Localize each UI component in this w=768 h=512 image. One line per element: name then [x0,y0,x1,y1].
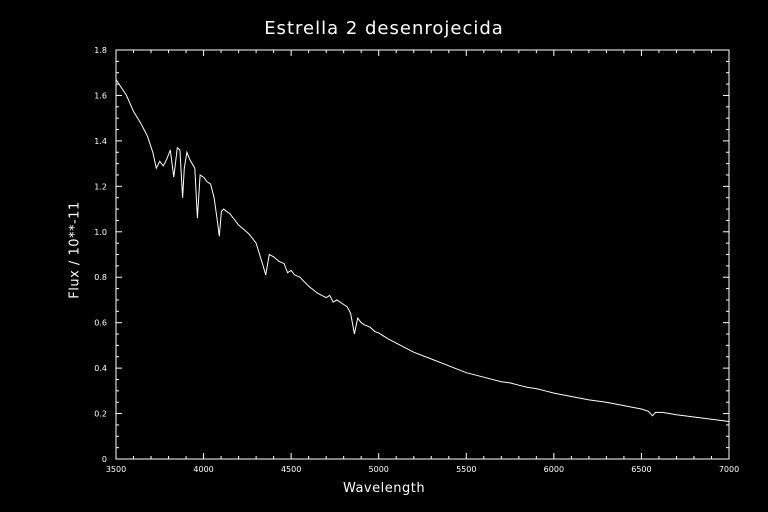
x-tick-label: 5000 [369,465,389,474]
y-tick-label: 0.4 [94,364,107,373]
x-tick-label: 4500 [281,465,301,474]
plot-frame [115,49,730,460]
y-tick-label: 1.4 [94,137,107,146]
x-tick-label: 6000 [544,465,564,474]
x-tick-label: 5500 [456,465,476,474]
y-tick-label: 1.6 [94,91,107,100]
x-axis-label: Wavelength [342,481,426,496]
chart-title: Estrella 2 desenrojecida [264,18,504,39]
y-tick-label: 1.8 [94,46,107,55]
y-tick-label: 0.8 [94,273,107,282]
y-tick-label: 0 [102,455,107,464]
x-tick-label: 4000 [193,465,213,474]
y-tick-label: 0.6 [94,319,107,328]
y-tick-label: 1.0 [94,228,107,237]
y-tick-label: 1.2 [94,182,107,191]
y-tick-label: 0.2 [94,410,107,419]
x-tick-label: 3500 [106,465,126,474]
spectrum-line [115,79,730,422]
x-tick-label: 6500 [631,465,651,474]
y-axis-label: Flux / 10**-11 [67,201,83,299]
x-tick-label: 7000 [719,465,739,474]
